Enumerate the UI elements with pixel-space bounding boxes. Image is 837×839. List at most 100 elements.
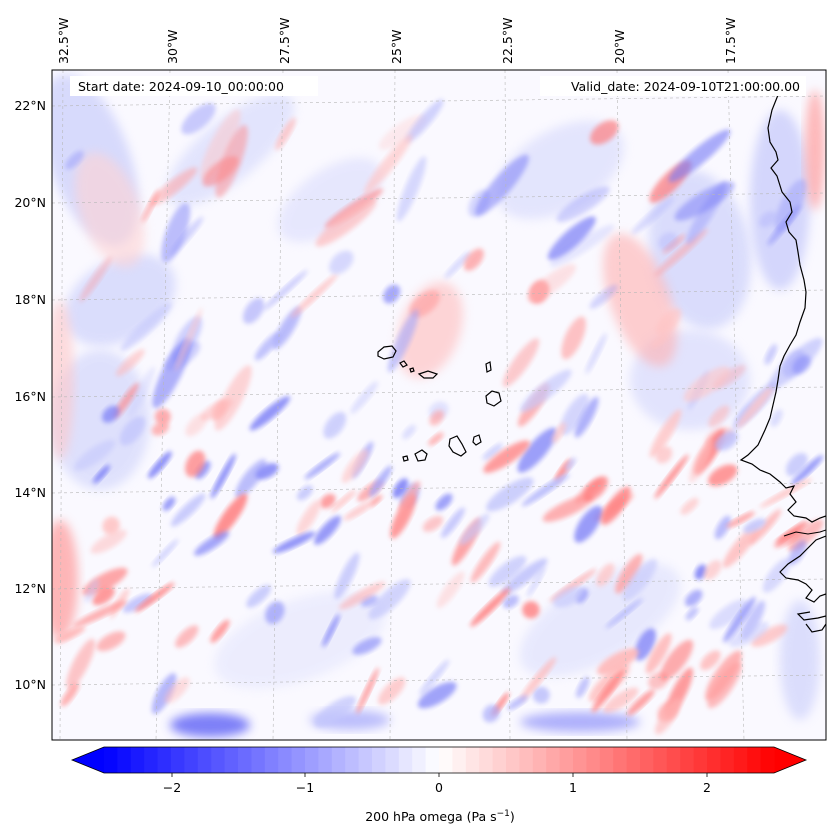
omega-contour-blob — [296, 500, 321, 536]
colorbar-step — [238, 747, 252, 773]
omega-contour-blob — [128, 366, 156, 418]
omega-contour-blob — [654, 228, 708, 277]
colorbar-step — [385, 747, 400, 773]
colorbar-step — [693, 747, 708, 773]
omega-contour-blob — [561, 316, 586, 360]
omega-contour-blob — [764, 343, 778, 365]
omega-contour-blob — [150, 167, 198, 206]
omega-contour-blob — [210, 453, 236, 499]
omega-contour-blob — [210, 619, 230, 643]
omega-contour-blob — [272, 306, 302, 350]
omega-contour-blob — [249, 396, 291, 431]
omega-contour-blob — [246, 584, 272, 608]
omega-contour-blob — [556, 186, 610, 223]
colorbar-step — [425, 747, 440, 773]
island-sao-vicente — [399, 360, 408, 368]
omega-contour-blob — [170, 493, 206, 527]
cb-tick-label-m2: −2 — [163, 780, 181, 795]
colorbar-step — [465, 747, 480, 773]
colorbar-step — [358, 747, 373, 773]
omega-contour-blob — [597, 648, 639, 676]
omega-contour-blob — [368, 579, 411, 620]
omega-contour-blob — [341, 449, 369, 483]
colorbar-step — [130, 747, 145, 773]
omega-contour-blob — [75, 152, 145, 268]
island-boa-vista — [485, 390, 502, 407]
omega-contour-blob — [767, 203, 802, 246]
island-sal — [485, 361, 492, 373]
omega-contour-blob — [785, 452, 808, 477]
gridline-lon-17.5 — [727, 70, 745, 740]
omega-contour-blob — [52, 350, 150, 490]
omega-contour-blob — [60, 682, 80, 707]
colorbar-step — [573, 747, 587, 773]
omega-contour-blob — [770, 409, 783, 427]
omega-contour-blob — [235, 459, 267, 498]
colorbar-step — [733, 747, 748, 773]
omega-contour-blob — [323, 411, 347, 439]
gridline-lon-32.5 — [59, 70, 64, 740]
omega-contour-blob — [552, 586, 585, 608]
omega-contour-blob — [576, 676, 590, 698]
cb-tick-label-2: 2 — [703, 780, 711, 795]
omega-contour-blob — [542, 494, 594, 522]
lat-label-10n: 10°N — [14, 677, 46, 692]
omega-contour-blob — [483, 440, 530, 473]
omega-contour-blob — [66, 638, 95, 690]
omega-contour-blob — [648, 170, 752, 330]
omega-contour-blob — [151, 538, 179, 568]
omega-contour-blob — [92, 587, 115, 606]
omega-contour-blob — [213, 493, 248, 539]
omega-contour-blob — [52, 300, 74, 460]
colorbar-step — [492, 747, 507, 773]
omega-contour-blob — [398, 480, 421, 513]
colorbar-step — [184, 747, 199, 773]
colorbar-step — [291, 747, 306, 773]
colorbar-steps — [104, 747, 775, 773]
colorbar-step — [412, 747, 427, 773]
omega-contour-blob — [655, 308, 682, 336]
omega-contour-blob — [54, 626, 86, 643]
omega-contour-blob — [532, 686, 550, 704]
omega-contour-blob — [560, 393, 589, 436]
omega-contour-blob — [436, 571, 465, 609]
omega-contour-blob — [275, 117, 296, 151]
colorbar-step — [264, 747, 279, 773]
omega-contour-blob — [714, 430, 739, 451]
lon-label-27.5w: 27.5°W — [277, 18, 292, 64]
colorbar-step — [211, 747, 226, 773]
omega-contour-blob — [147, 451, 172, 479]
colorbar-step — [586, 747, 601, 773]
omega-contour-blob — [751, 624, 788, 647]
omega-contour-blob — [522, 601, 540, 619]
omega-contour-blob — [631, 196, 675, 235]
omega-contour-blob — [749, 509, 782, 545]
cb-tick-label-0: 0 — [435, 780, 443, 795]
omega-contour-blob — [119, 416, 146, 446]
omega-contour-blob — [84, 579, 100, 603]
omega-contour-blob — [92, 464, 111, 484]
island-fogo — [414, 449, 428, 462]
colorbar-outline — [70, 746, 808, 774]
colorbar-step — [452, 747, 467, 773]
omega-contour-blob — [758, 211, 777, 228]
omega-contour-blob — [787, 519, 824, 552]
lat-label-14n: 14°N — [14, 485, 46, 500]
lon-label-17.5w: 17.5°W — [723, 18, 738, 64]
omega-contour-blob — [674, 181, 735, 221]
omega-contour-blob — [694, 564, 707, 580]
colorbar-step — [720, 747, 735, 773]
omega-contour-blob — [113, 382, 140, 419]
colorbar-step — [278, 747, 293, 773]
omega-contour-blob — [502, 338, 540, 387]
omega-contour-blob — [762, 557, 791, 593]
valid-date-box — [540, 76, 806, 96]
island-santiago — [448, 435, 467, 457]
lat-label-20n: 20°N — [14, 195, 46, 210]
omega-contour-blob — [122, 593, 153, 613]
omega-contour-blob — [520, 712, 640, 732]
omega-contour-blob — [73, 439, 116, 471]
omega-field — [52, 74, 825, 737]
omega-contour-blob — [615, 553, 643, 594]
